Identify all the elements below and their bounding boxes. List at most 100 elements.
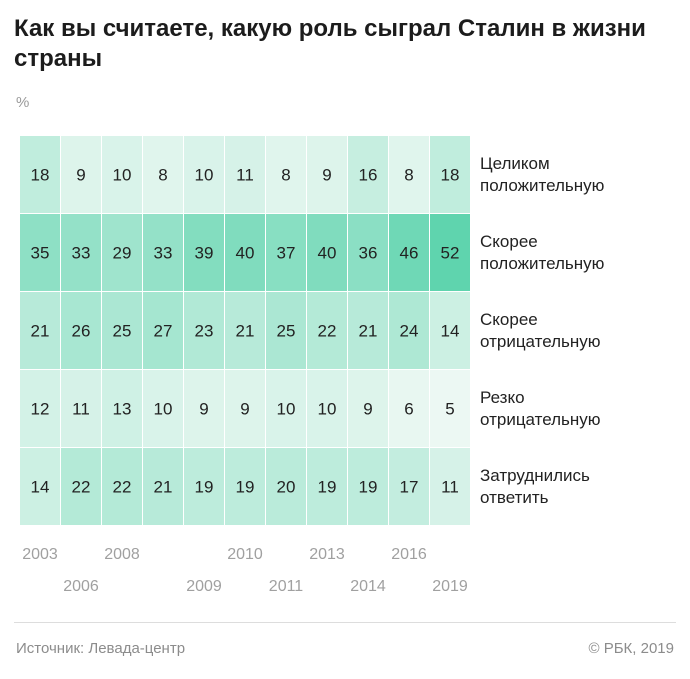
heatmap-cell [61, 214, 101, 291]
cell-value-label: 21 [359, 322, 378, 341]
x-tick-label: 2008 [104, 546, 140, 563]
heatmap-cell [389, 448, 429, 525]
cell-value-label: 16 [359, 166, 378, 185]
cell-value-label: 23 [195, 322, 214, 341]
heatmap-cell [20, 136, 60, 213]
row-label: Затруднились ответить [480, 465, 680, 509]
heatmap-cell [102, 370, 142, 447]
cell-value-label: 10 [277, 400, 296, 419]
unit-label: % [16, 94, 30, 111]
cell-value-label: 9 [240, 400, 249, 419]
cell-value-label: 22 [318, 322, 337, 341]
row-label-line: отрицательную [480, 409, 601, 429]
cell-value-label: 10 [195, 166, 214, 185]
heatmap-cell [307, 136, 347, 213]
cell-value-label: 5 [445, 400, 454, 419]
cell-value-label: 19 [318, 478, 337, 497]
heatmap-cell [143, 214, 183, 291]
footer-divider [14, 622, 676, 623]
heatmap-cell [61, 370, 101, 447]
x-tick-label: 2010 [227, 546, 263, 563]
heatmap-cell [102, 448, 142, 525]
heatmap-cell [430, 214, 470, 291]
heatmap-cell [348, 214, 388, 291]
source-text: Источник: Левада-центр [16, 640, 186, 657]
heatmap-cell [348, 292, 388, 369]
heatmap-cell [389, 136, 429, 213]
heatmap-cell [266, 448, 306, 525]
heatmap-cell [102, 136, 142, 213]
x-tick-label: 2011 [268, 578, 304, 595]
heatmap-cell [20, 448, 60, 525]
cell-value-label: 8 [158, 166, 167, 185]
row-label: Скорее положительную [480, 231, 680, 275]
cell-value-label: 46 [400, 244, 419, 263]
heatmap-cell [430, 292, 470, 369]
cell-value-label: 33 [72, 244, 91, 263]
heatmap-cell [143, 448, 183, 525]
row-label-line: отрицательную [480, 331, 601, 351]
heatmap-cell [102, 292, 142, 369]
cell-value-label: 25 [277, 322, 296, 341]
x-tick-label: 2019 [432, 578, 468, 595]
heatmap-cell [143, 370, 183, 447]
heatmap-cell [348, 370, 388, 447]
row-label-line: положительную [480, 253, 605, 273]
cell-value-label: 27 [154, 322, 173, 341]
heatmap-cell [184, 370, 224, 447]
cell-value-label: 40 [318, 244, 337, 263]
heatmap-cell [307, 448, 347, 525]
cell-value-label: 13 [113, 400, 132, 419]
heatmap-cell [225, 292, 265, 369]
cell-value-label: 8 [404, 166, 413, 185]
cell-value-label: 21 [31, 322, 50, 341]
row-label: Резко отрицательную [480, 387, 680, 431]
cell-value-label: 36 [359, 244, 378, 263]
cell-value-label: 52 [441, 244, 460, 263]
heatmap-cell [266, 292, 306, 369]
heatmap-cell [184, 292, 224, 369]
cell-value-label: 33 [154, 244, 173, 263]
cell-value-label: 11 [72, 400, 90, 419]
heatmap-cell [307, 292, 347, 369]
heatmap-cell [430, 448, 470, 525]
cell-value-label: 22 [113, 478, 132, 497]
cell-value-label: 21 [154, 478, 173, 497]
row-label: Скорее отрицательную [480, 309, 680, 353]
heatmap-cell [102, 214, 142, 291]
heatmap-cell [430, 370, 470, 447]
heatmap-cell [143, 136, 183, 213]
cell-value-label: 14 [31, 478, 50, 497]
cell-value-label: 22 [72, 478, 91, 497]
row-label-line: Скорее [480, 231, 538, 251]
cell-value-label: 18 [31, 166, 50, 185]
cell-value-label: 25 [113, 322, 132, 341]
cell-value-label: 21 [236, 322, 255, 341]
heatmap-cell [61, 448, 101, 525]
heatmap-cell [430, 136, 470, 213]
heatmap-cell [389, 292, 429, 369]
heatmap-cell [225, 214, 265, 291]
cell-value-label: 17 [400, 478, 419, 497]
row-label: Целиком положительную [480, 153, 680, 197]
heatmap-cell [266, 214, 306, 291]
heatmap-cell [389, 370, 429, 447]
x-tick-label: 2006 [63, 578, 99, 595]
copyright-text: © РБК, 2019 [588, 640, 674, 657]
x-tick-label: 2009 [186, 578, 222, 595]
heatmap-cell [225, 448, 265, 525]
cell-value-label: 20 [277, 478, 296, 497]
x-tick-label: 2016 [391, 546, 427, 563]
x-tick-label: 2014 [350, 578, 386, 595]
cell-value-label: 9 [363, 400, 372, 419]
cell-value-label: 18 [441, 166, 460, 185]
heatmap-cell [266, 370, 306, 447]
heatmap-cell [307, 214, 347, 291]
heatmap-cell [143, 292, 183, 369]
heatmap-cell [61, 136, 101, 213]
heatmap-cell [348, 136, 388, 213]
chart-title: Как вы считаете, какую роль сыграл Стали… [14, 15, 646, 72]
heatmap-cell [61, 292, 101, 369]
cell-value-label: 12 [31, 400, 50, 419]
